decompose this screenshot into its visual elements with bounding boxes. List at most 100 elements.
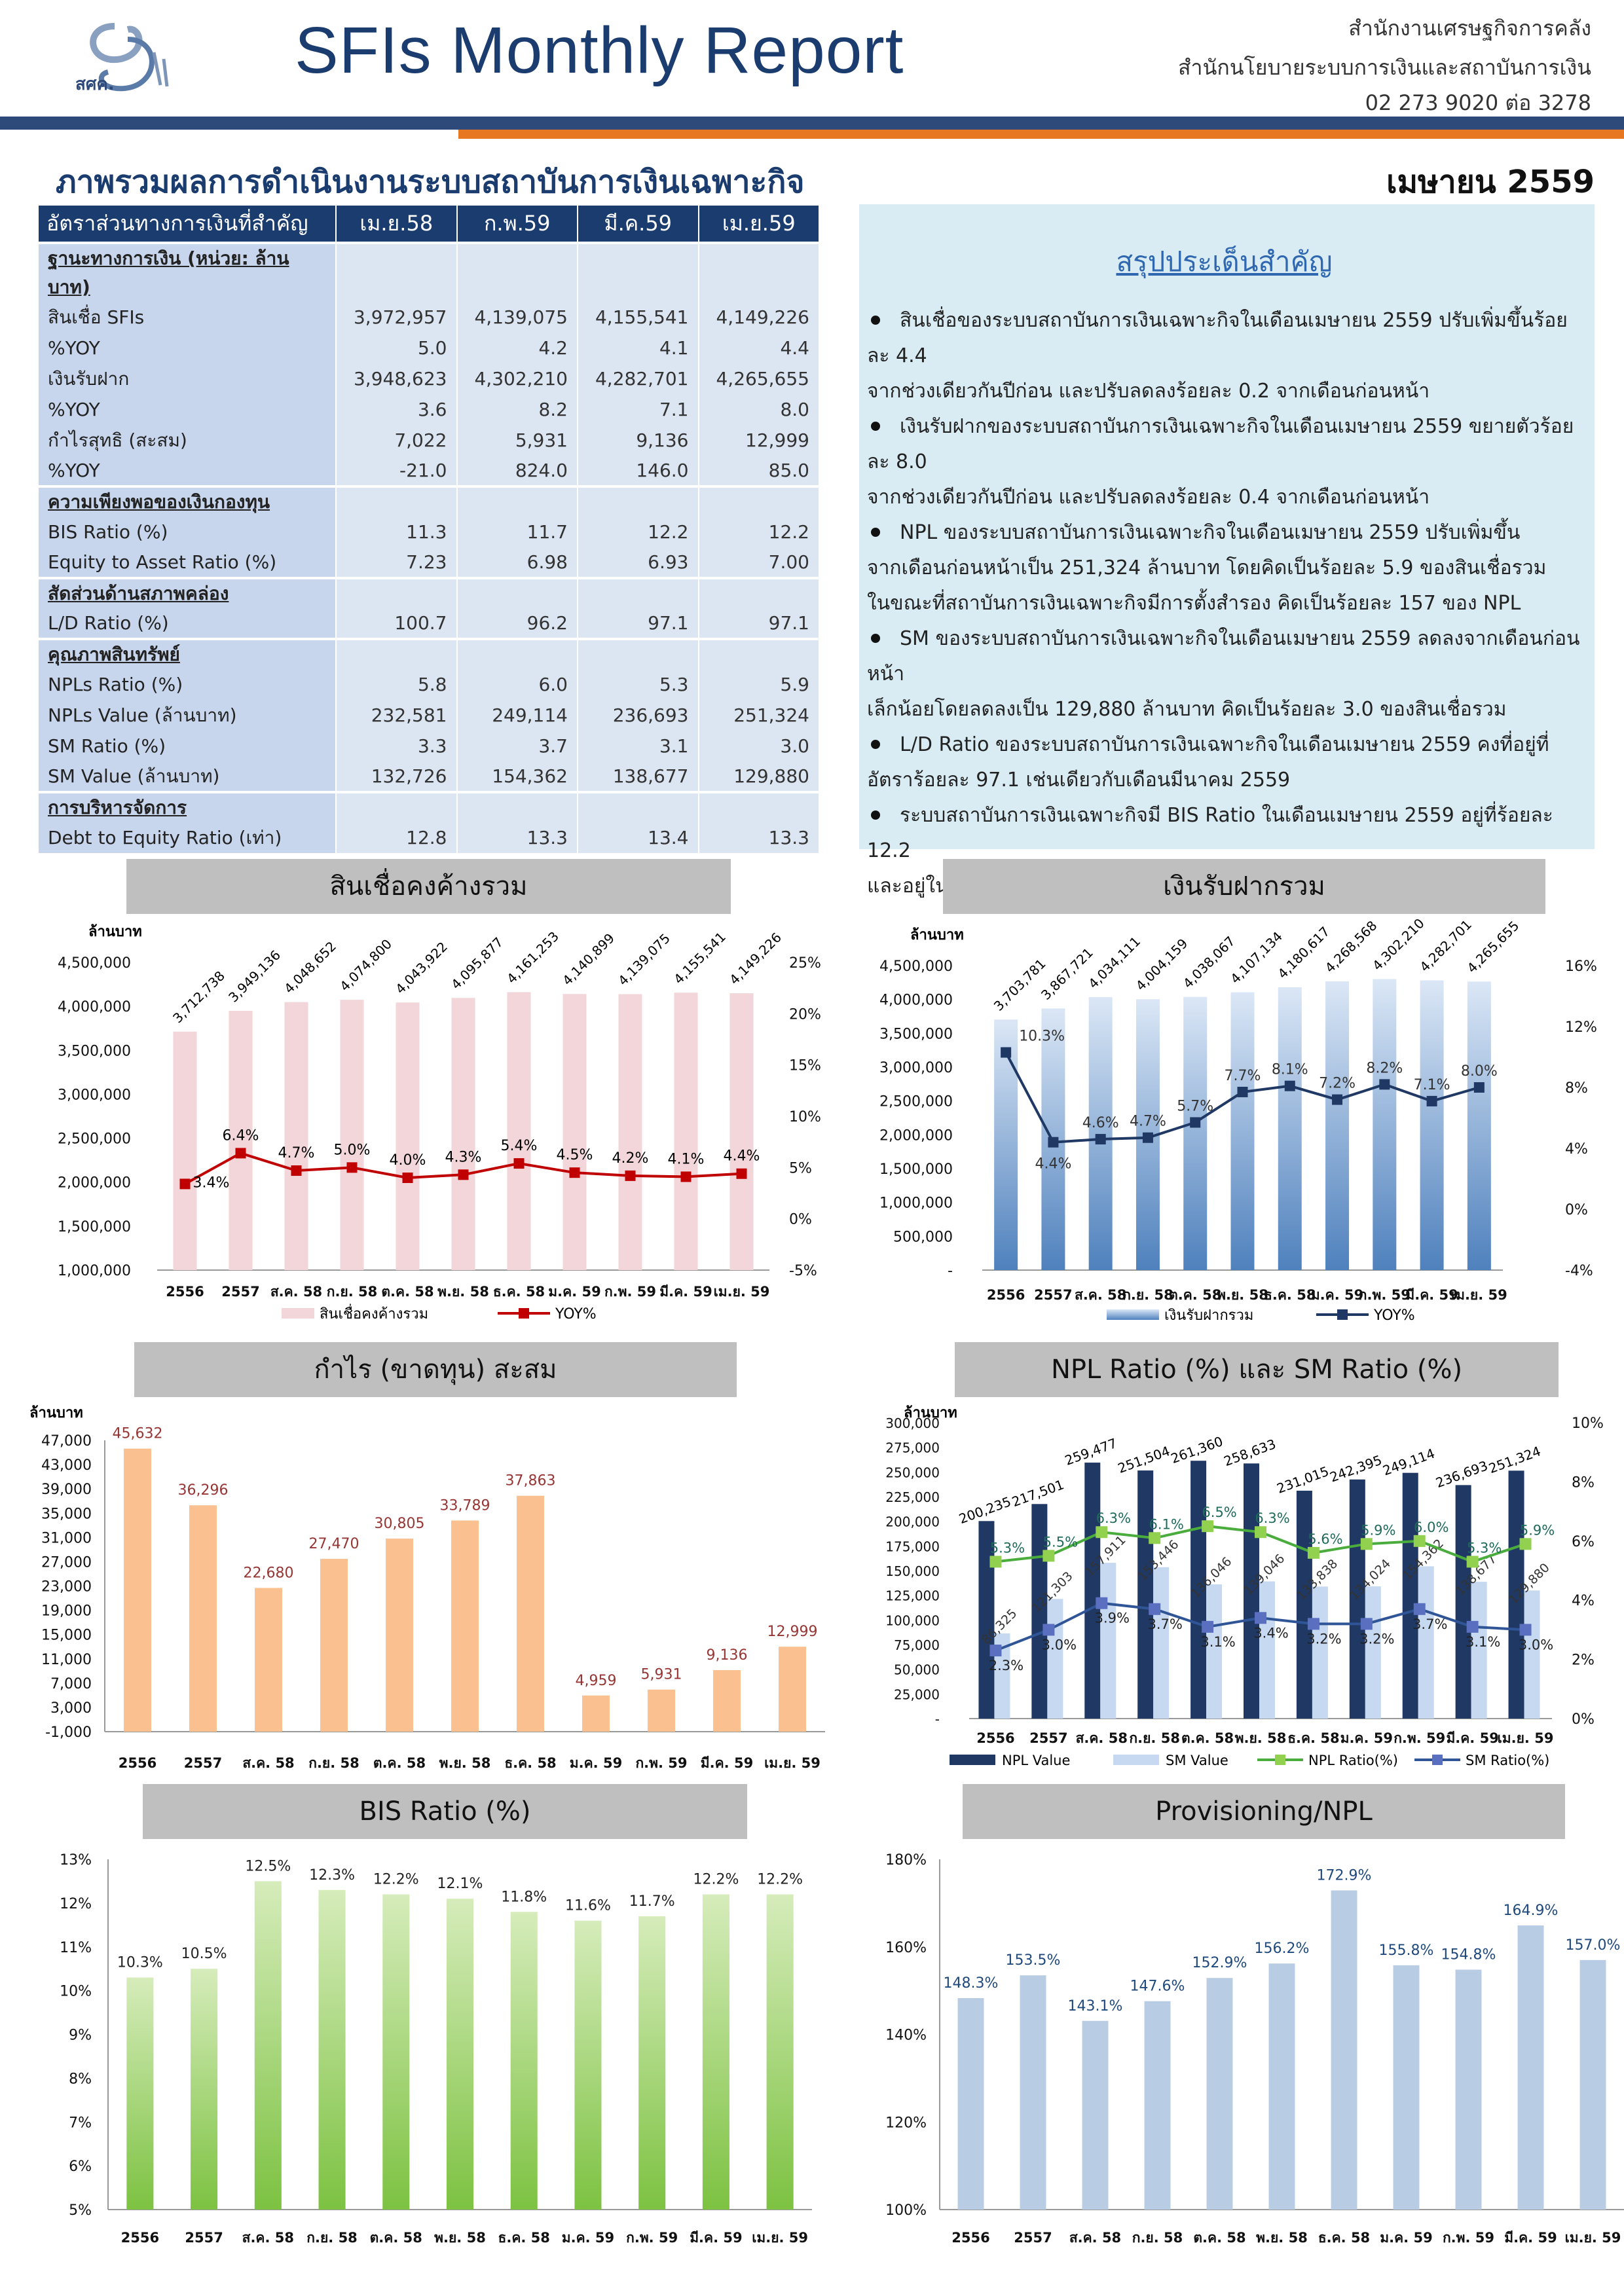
table-row: สัดส่วนด้านสภาพคล่อง — [37, 577, 820, 608]
x-tick-label: พ.ย. 58 — [1217, 1287, 1268, 1303]
sm-ratio-label: 3.4% — [1253, 1625, 1288, 1641]
table-row: L/D Ratio (%) 100.7 96.2 97.1 97.1 — [37, 608, 820, 639]
y2-tick-label: 10% — [789, 1109, 821, 1125]
row-value: 132,726 — [335, 761, 458, 792]
prov-chart-title: Provisioning/NPL — [963, 1784, 1565, 1839]
report-title: SFIs Monthly Report — [295, 14, 904, 87]
row-value: 11.3 — [335, 517, 458, 547]
x-tick-label: มี.ค. 59 — [690, 2230, 742, 2246]
x-tick-label: 2557 — [1014, 2230, 1052, 2246]
summary-bullet: L/D Ratio ของระบบสถาบันการเงินเฉพาะกิจใน… — [867, 733, 1549, 792]
npl-ratio-point — [1307, 1546, 1320, 1559]
y2-tick-label: 5% — [789, 1160, 812, 1176]
sm-ratio-point — [1466, 1620, 1479, 1633]
bar-label: 3,949,136 — [225, 947, 284, 1006]
bar — [284, 1002, 308, 1270]
row-value: 100.7 — [335, 608, 458, 639]
y-tick-label: 5% — [69, 2202, 92, 2219]
legend-label: NPL Ratio(%) — [1308, 1753, 1398, 1768]
y-unit-label: ล้านบาท — [904, 1405, 957, 1421]
y-tick-label: 6% — [69, 2159, 92, 2175]
summary-bullet: NPL ของระบบสถาบันการเงินเฉพาะกิจในเดือนเ… — [867, 521, 1547, 615]
sm-ratio-point — [1519, 1624, 1532, 1636]
bar — [1088, 997, 1113, 1270]
bar — [1325, 981, 1350, 1270]
row-value — [577, 485, 699, 517]
bar — [229, 1010, 253, 1270]
bar — [1020, 1975, 1046, 2210]
bar-label: 4,268,568 — [1322, 917, 1380, 975]
y-tick-label: 2,000,000 — [58, 1175, 131, 1192]
y2-tick-label: 10% — [1572, 1415, 1604, 1432]
line-point — [179, 1178, 191, 1190]
y-unit-label: ล้านบาท — [29, 1405, 83, 1421]
table-row: ฐานะทางการเงิน (หน่วย: ล้านบาท) — [37, 242, 820, 302]
bar-label: 156.2% — [1255, 1941, 1310, 1957]
sm-bar — [1047, 1599, 1063, 1719]
bar-label: 12.2% — [693, 1872, 739, 1888]
table-row: สินเชื่อ SFIs 3,972,957 4,139,075 4,155,541… — [37, 302, 820, 333]
npl-ratio-point — [1255, 1526, 1266, 1539]
y-tick-label: 175,000 — [885, 1539, 940, 1554]
line-label: 8.1% — [1272, 1062, 1308, 1078]
row-value: 3.7 — [456, 731, 578, 761]
summary-bullet: เงินรับฝากของระบบสถาบันการเงินเฉพาะกิจใน… — [867, 415, 1574, 509]
bar-label: 11.7% — [629, 1893, 675, 1910]
key-ratios-table: อัตราส่วนทางการเงินที่สำคัญ เม.ย.58 ก.พ.59… — [37, 204, 820, 853]
line-point — [346, 1162, 358, 1173]
bar-label: 4,139,075 — [615, 930, 673, 989]
y-tick-label: 10% — [60, 1984, 92, 2000]
table-row: ความเพียงพอของเงินกองทุน — [37, 485, 820, 517]
row-value: 97.1 — [697, 608, 820, 639]
y-tick-label: 3,000,000 — [879, 1060, 953, 1076]
sm-ratio-label: 3.2% — [1306, 1631, 1341, 1647]
x-tick-label: ส.ค. 58 — [1076, 1730, 1128, 1746]
npl-bar — [1402, 1472, 1418, 1719]
row-value: 3.0 — [697, 731, 820, 761]
table-row: การบริหารจัดการ — [37, 791, 820, 822]
npl-bar — [1084, 1463, 1101, 1719]
bar-label: 4,038,067 — [1180, 933, 1238, 991]
row-value: 6.0 — [456, 669, 578, 700]
row-value: 4,282,701 — [577, 363, 699, 394]
line-label: 4.4% — [724, 1148, 760, 1165]
x-tick-label: ส.ค. 58 — [242, 1755, 294, 1771]
x-tick-label: ก.ย. 58 — [327, 1284, 378, 1300]
y2-tick-label: 4% — [1565, 1141, 1588, 1157]
sm-bar — [1259, 1581, 1275, 1719]
line-point — [1142, 1132, 1153, 1143]
y2-tick-label: 8% — [1572, 1474, 1595, 1491]
row-value — [577, 577, 699, 608]
row-value: 3.3 — [335, 731, 458, 761]
line-point — [1332, 1094, 1343, 1105]
bullet-icon — [871, 739, 880, 749]
row-label: %YOY — [37, 456, 337, 486]
legend-swatch — [1337, 1309, 1348, 1320]
report-month: เมษายน 2559 — [1386, 164, 1595, 200]
line-label: 5.7% — [1177, 1098, 1213, 1114]
bar — [1467, 981, 1491, 1270]
y-tick-label: 9% — [69, 2028, 92, 2044]
bar — [1455, 1969, 1482, 2210]
line-point — [1190, 1117, 1201, 1128]
table-row: %YOY -21.0 824.0 146.0 85.0 — [37, 456, 820, 486]
legend-swatch — [950, 1755, 995, 1765]
x-tick-label: 2557 — [1034, 1287, 1072, 1303]
x-tick-label: 2556 — [166, 1284, 204, 1300]
sm-bar — [1365, 1586, 1381, 1719]
row-value: 5.9 — [697, 669, 820, 700]
row-value — [456, 485, 578, 517]
table-row: Debt to Equity Ratio (เท่า) 12.8 13.3 13.4 1… — [37, 822, 820, 853]
npl-ratio-label: 5.5% — [1043, 1534, 1078, 1550]
y-tick-label: 3,500,000 — [879, 1026, 953, 1042]
line-point — [1237, 1086, 1248, 1097]
x-tick-label: 2556 — [951, 2230, 989, 2246]
bar — [1082, 2020, 1109, 2210]
bar — [320, 1559, 348, 1732]
x-tick-label: 2557 — [1029, 1730, 1067, 1746]
row-value — [577, 791, 699, 822]
x-tick-label: เม.ย. 59 — [752, 2230, 808, 2246]
bar-label: 148.3% — [944, 1975, 999, 1992]
y-tick-label: 13% — [60, 1852, 92, 1868]
x-tick-label: ม.ค. 59 — [548, 1284, 600, 1300]
